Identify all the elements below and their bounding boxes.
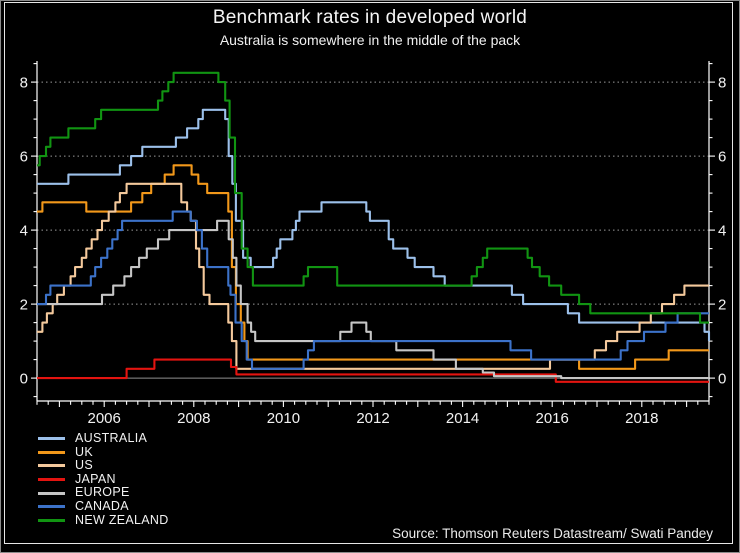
x-axis-label: 2008: [177, 410, 210, 427]
y-axis-label-right: 4: [718, 223, 726, 240]
series-line-australia: [37, 108, 711, 342]
y-axis-label-left: 0: [20, 371, 28, 388]
legend-label: AUSTRALIA: [75, 431, 148, 445]
legend-label: NEW ZEALAND: [75, 512, 169, 527]
legend-item-japan: JAPAN: [38, 471, 169, 487]
legend-item-uk: UK: [38, 444, 169, 460]
x-axis-label: 2014: [446, 410, 479, 427]
x-axis-label: 2018: [625, 410, 658, 427]
y-axis-label-left: 6: [20, 149, 28, 166]
chart-legend: AUSTRALIA UK US JAPAN EUROPE CANADA NEW ZEALAN…: [38, 431, 169, 528]
y-axis-label-right: 6: [718, 149, 726, 166]
y-axis-label-right: 8: [718, 75, 726, 92]
x-axis-label: 2010: [267, 410, 300, 427]
legend-label: JAPAN: [75, 471, 116, 486]
legend-item-canada: CANADA: [38, 498, 169, 514]
y-axis-label-left: 4: [20, 223, 28, 240]
legend-label: EUROPE: [75, 485, 130, 500]
legend-swatch: [38, 464, 65, 468]
legend-swatch: [38, 491, 65, 495]
y-axis-label-right: 0: [718, 371, 726, 388]
source-credit: Source: Thomson Reuters Datastream/ Swat…: [392, 526, 713, 541]
legend-swatch: [38, 478, 65, 482]
legend-item-australia: AUSTRALIA: [38, 431, 169, 446]
y-axis-label-left: 8: [20, 75, 28, 92]
x-axis-label: 2012: [356, 410, 389, 427]
series-line-canada: [37, 210, 709, 370]
legend-item-new-zealand: NEW ZEALAND: [38, 512, 169, 528]
series-line-uk: [37, 164, 709, 370]
legend-swatch: [38, 450, 65, 454]
legend-swatch: [38, 518, 65, 522]
series-line-new-zealand: [37, 71, 709, 324]
y-axis-label-right: 2: [718, 297, 726, 314]
legend-item-us: US: [38, 459, 169, 473]
legend-swatch: [38, 505, 65, 509]
legend-swatch: [38, 437, 65, 441]
chart-title: Benchmark rates in developed world: [212, 7, 528, 28]
series-line-us: [37, 182, 709, 370]
x-axis-label: 2006: [88, 410, 121, 427]
legend-label: US: [75, 458, 93, 473]
legend-item-europe: EUROPE: [38, 486, 169, 500]
chart-subtitle: Australia is somewhere in the middle of …: [219, 32, 521, 48]
legend-label: CANADA: [75, 498, 129, 513]
x-axis-label: 2016: [536, 410, 569, 427]
legend-label: UK: [75, 444, 93, 459]
series-line-europe: [37, 219, 709, 380]
y-axis-label-left: 2: [20, 297, 28, 314]
